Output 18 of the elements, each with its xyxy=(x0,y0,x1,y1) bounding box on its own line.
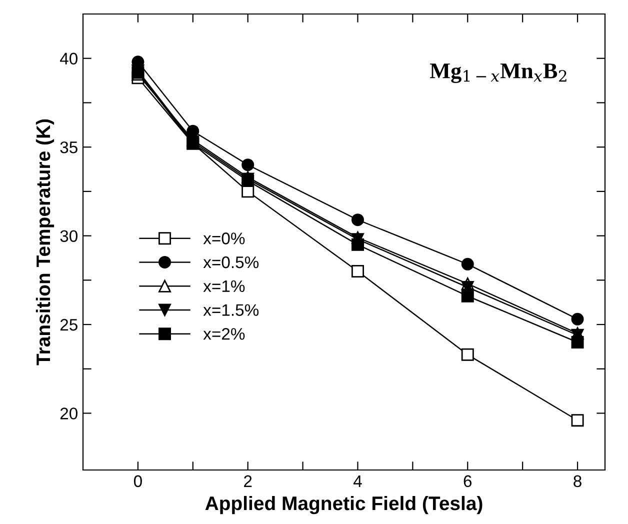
y-tick-label: 20 xyxy=(60,408,78,420)
annotation: Mg$_{1−x}$Mn$_{x}$B$_{2}$ xyxy=(430,64,566,84)
y-tick-label: 30 xyxy=(60,230,78,242)
y-tick-label: 25 xyxy=(60,318,78,331)
x-tick-label: 0 xyxy=(134,475,142,488)
legend-label: x=2% xyxy=(203,328,245,340)
x-tick-label: 2 xyxy=(244,475,252,487)
x-tick-label: 4 xyxy=(353,475,362,487)
x-tick-label: 6 xyxy=(464,475,472,488)
legend-label: x=0.5% xyxy=(203,256,259,268)
y-tick-label: 40 xyxy=(60,52,78,65)
legend-label: x=1% xyxy=(203,280,245,292)
legend-label: x=1.5% xyxy=(203,304,259,316)
x-tick-label: 8 xyxy=(574,475,582,488)
x-axis-title: Applied Magnetic Field (Tesla) xyxy=(205,496,482,514)
y-tick-label: 35 xyxy=(60,141,78,154)
legend-label: x=0% xyxy=(203,232,245,244)
y-axis-title: Transition Temperature (K) xyxy=(36,119,54,366)
